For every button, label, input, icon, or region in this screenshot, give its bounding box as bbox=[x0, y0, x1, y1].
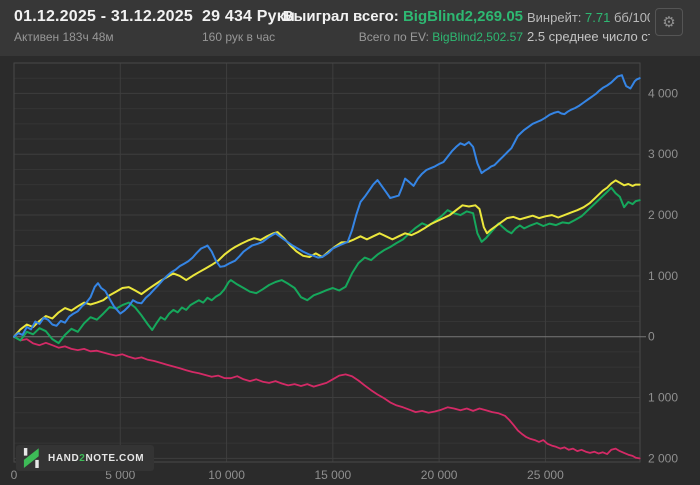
series-red-line bbox=[13, 335, 641, 460]
y-axis-tick-label: 0 bbox=[648, 330, 655, 344]
hands-block: 29 434 Руки 160 рук в час bbox=[202, 8, 295, 44]
y-axis-tick-label: 1 000 bbox=[648, 391, 678, 405]
x-axis-tick-label: 0 bbox=[11, 468, 18, 482]
date-range-block: 01.12.2025 - 31.12.2025 Активен 183ч 48м bbox=[14, 8, 193, 44]
hands-per-hour: 160 рук в час bbox=[202, 30, 276, 44]
winrate-label: Винрейт: bbox=[527, 10, 582, 25]
series-blue-line bbox=[13, 74, 641, 338]
won-total-value: BigBlind2,269.05 bbox=[402, 8, 523, 25]
x-axis-tick-label: 20 000 bbox=[421, 468, 458, 482]
series-green-line bbox=[13, 186, 641, 345]
y-axis-tick-label: 2 000 bbox=[648, 451, 678, 465]
hand2note-logo-icon bbox=[23, 448, 39, 468]
stats-header: 01.12.2025 - 31.12.2025 Активен 183ч 48м… bbox=[0, 0, 700, 56]
settings-gear-button[interactable]: ⚙ bbox=[655, 8, 683, 36]
hand2note-logo-text: HAND2NOTE.COM bbox=[48, 452, 145, 464]
date-range: 01.12.2025 - 31.12.2025 bbox=[14, 8, 193, 25]
y-axis-tick-label: 2 000 bbox=[648, 208, 678, 222]
winnings-block: Выиграл всего: BigBlind2,269.05 Всего по… bbox=[283, 8, 523, 44]
ev-total-label: Всего по EV: bbox=[358, 30, 429, 44]
gear-icon: ⚙ bbox=[662, 13, 676, 31]
winrate-value: 7.71 bbox=[585, 10, 611, 25]
won-total-label: Выиграл всего: bbox=[282, 8, 399, 25]
x-axis-tick-label: 5 000 bbox=[105, 468, 135, 482]
avg-tables-text: 2.5 среднее число сто bbox=[527, 29, 650, 44]
winrate-unit: бб/100 bbox=[613, 10, 650, 25]
hands-total: 29 434 Руки bbox=[202, 8, 295, 25]
winrate-block: Винрейт: 7.71 бб/100 2.5 среднее число с… bbox=[527, 10, 650, 44]
y-axis-tick-label: 4 000 bbox=[648, 86, 678, 100]
x-axis-tick-label: 15 000 bbox=[314, 468, 351, 482]
y-axis-tick-label: 1 000 bbox=[648, 269, 678, 283]
hand2note-logo[interactable]: HAND2NOTE.COM bbox=[16, 445, 155, 471]
active-time: Активен 183ч 48м bbox=[14, 30, 114, 44]
ev-total-value: BigBlind2,502.57 bbox=[432, 30, 523, 44]
y-axis-tick-label: 3 000 bbox=[648, 147, 678, 161]
plot-frame bbox=[13, 62, 641, 463]
x-axis-tick-label: 10 000 bbox=[208, 468, 245, 482]
x-axis-tick-label: 25 000 bbox=[527, 468, 564, 482]
